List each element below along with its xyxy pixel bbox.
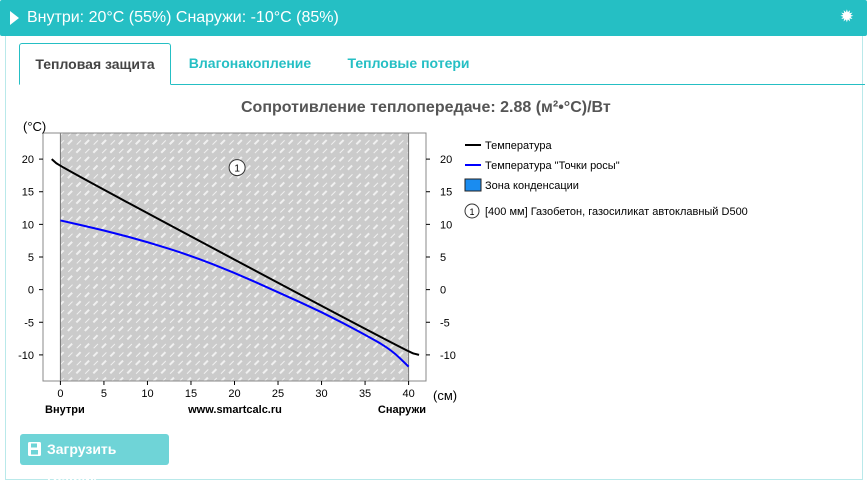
layer-marker [228,159,246,177]
inside-label: Внутри [45,404,85,416]
tab-bar: Тепловая защита Влагонакопление Тепловые… [19,43,865,85]
x-tick-label: 35 [359,388,371,400]
legend-marker [464,203,480,219]
watermark-label: www.smartcalc.ru [187,404,282,416]
layer-marker-number: 1 [234,164,240,175]
x-tick-label: 30 [315,388,327,400]
y-tick-label-left: 0 [28,285,34,297]
x-tick-label: 15 [185,388,197,400]
y-tick-label-right: 20 [440,154,452,166]
tab-thermal-protection[interactable]: Тепловая защита [19,43,171,85]
y-axis-label: (°С) [23,119,46,134]
chart-title: Сопротивление теплопередаче: 2.88 (м²•°С… [241,99,611,116]
header-bar[interactable]: Внутри: 20°C (55%) Снаружи: -10°C (85%) … [0,0,867,36]
legend-marker-number: 1 [469,207,474,217]
y-tick-label-left: 10 [22,219,34,231]
y-tick-label-right: -5 [440,317,450,329]
legend-label: Зона конденсации [485,180,579,192]
y-tick-label-left: -10 [18,350,34,362]
outside-label: Снаружи [378,404,426,416]
tab-heat-loss[interactable]: Тепловые потери [347,55,470,71]
y-tick-label-right: 10 [440,219,452,231]
x-axis-label: (см) [433,388,457,403]
legend-label: Температура [485,140,553,152]
gear-icon[interactable]: ✹ [839,7,854,26]
y-tick-label-right: -10 [440,350,456,362]
legend-label: [400 мм] Газобетон, газосиликат автоклав… [485,206,748,218]
x-tick-label: 0 [57,388,63,400]
x-tick-label: 20 [228,388,240,400]
content-panel [5,36,863,480]
legend-swatch-box [464,178,482,192]
temperature-line [51,158,420,356]
x-tick-label: 25 [272,388,284,400]
y-tick-label-left: 20 [22,154,34,166]
y-tick-label-left: -5 [24,317,34,329]
legend-label: Температура "Точки росы" [485,160,620,172]
y-tick-label-right: 5 [440,252,446,264]
download-chart-label: Загрузить график [47,441,117,488]
header-title: Внутри: 20°C (55%) Снаружи: -10°C (85%) [27,9,339,26]
x-tick-label: 10 [141,388,153,400]
tab-moisture-accumulation[interactable]: Влагонакопление [188,55,312,71]
y-tick-label-left: 5 [28,252,34,264]
y-tick-label-right: 15 [440,187,452,199]
dewpoint-line [60,219,410,368]
save-icon [28,442,41,456]
y-tick-label-right: 0 [440,285,446,297]
download-chart-button[interactable]: Загрузить график [20,434,169,488]
temperature-chart: 20 20 15 15 10 10 5 5 0 0 -5 -5 -10 -10 0 5 10 15 20 25 30 35… [18,119,748,416]
expand-triangle-icon[interactable] [10,11,19,25]
x-tick-label: 40 [402,388,414,400]
x-tick-label: 5 [101,388,107,400]
y-tick-label-left: 15 [22,187,34,199]
